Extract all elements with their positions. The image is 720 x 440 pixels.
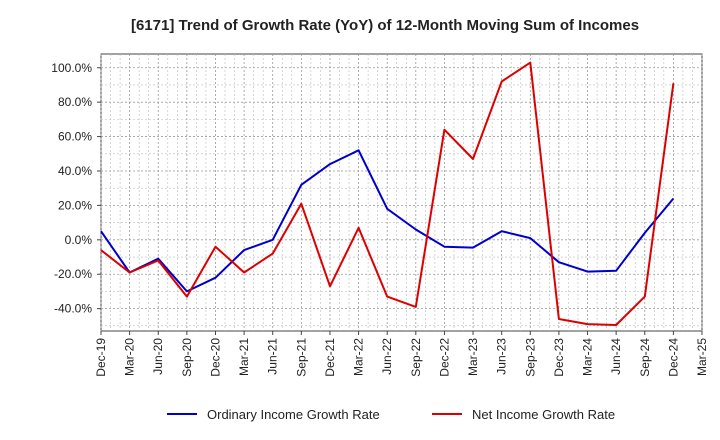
- x-tick-label: Mar-22: [352, 338, 366, 376]
- grid: [100, 54, 703, 331]
- chart-title: [6171] Trend of Growth Rate (YoY) of 12-…: [131, 17, 639, 34]
- x-tick-label: Jun-22: [380, 338, 394, 375]
- y-tick-label: 0.0%: [65, 233, 93, 247]
- x-tick-label: Dec-22: [437, 338, 451, 377]
- y-tick-label: 20.0%: [58, 198, 92, 212]
- y-tick-label: 40.0%: [58, 164, 92, 178]
- x-tick-label: Mar-21: [237, 338, 251, 376]
- x-tick-label: Mar-25: [695, 338, 709, 376]
- x-axis: Dec-19 Mar-20 Jun-20 Sep-20 Dec-20 Mar-21 Jun-…: [94, 331, 709, 377]
- y-tick-label: -40.0%: [54, 302, 92, 316]
- x-tick-label: Sep-24: [638, 338, 652, 377]
- x-tick-label: Dec-23: [552, 338, 566, 377]
- x-tick-label: Dec-21: [323, 338, 337, 377]
- series-lines: [100, 61, 675, 326]
- y-axis: 100.0% 80.0% 60.0% 40.0% 20.0% 0.0% -20.0% -40.…: [51, 61, 101, 316]
- legend-label-net: Net Income Growth Rate: [472, 407, 615, 422]
- x-tick-label: Sep-22: [409, 338, 423, 377]
- x-tick-label: Dec-19: [94, 338, 108, 377]
- legend: Ordinary Income Growth Rate Net Income G…: [167, 407, 615, 422]
- x-tick-label: Dec-20: [208, 338, 222, 377]
- y-tick-label: 100.0%: [51, 61, 92, 75]
- x-tick-label: Jun-23: [495, 338, 509, 375]
- x-tick-label: Dec-24: [666, 338, 680, 377]
- x-tick-label: Jun-24: [609, 338, 623, 375]
- y-tick-label: 60.0%: [58, 130, 92, 144]
- x-tick-label: Sep-23: [523, 338, 537, 377]
- x-tick-label: Jun-20: [151, 338, 165, 375]
- x-tick-label: Sep-21: [294, 338, 308, 377]
- y-tick-label: -20.0%: [54, 267, 92, 281]
- legend-label-ordinary: Ordinary Income Growth Rate: [207, 407, 380, 422]
- x-tick-label: Mar-24: [581, 338, 595, 376]
- series-line-0: [100, 149, 675, 293]
- x-tick-label: Mar-20: [123, 338, 137, 376]
- series-line-1: [100, 61, 675, 326]
- y-tick-label: 80.0%: [58, 95, 92, 109]
- x-tick-label: Sep-20: [180, 338, 194, 377]
- x-tick-label: Mar-23: [466, 338, 480, 376]
- x-tick-label: Jun-21: [266, 338, 280, 375]
